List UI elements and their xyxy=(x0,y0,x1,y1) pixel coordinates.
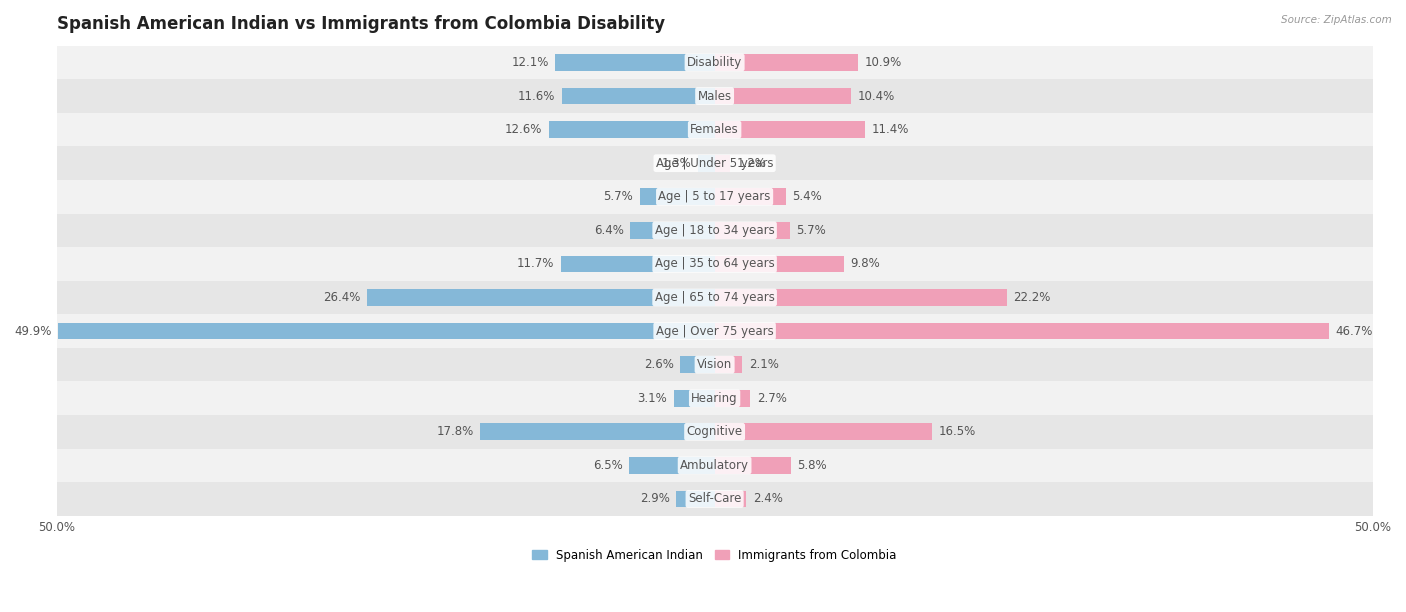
Bar xyxy=(56,281,1372,315)
Text: Age | 18 to 34 years: Age | 18 to 34 years xyxy=(655,224,775,237)
Text: Self-Care: Self-Care xyxy=(688,493,741,506)
Text: 5.8%: 5.8% xyxy=(797,459,827,472)
Text: 26.4%: 26.4% xyxy=(323,291,361,304)
Text: 46.7%: 46.7% xyxy=(1336,324,1374,338)
Text: 5.4%: 5.4% xyxy=(792,190,823,203)
Text: 2.4%: 2.4% xyxy=(752,493,783,506)
Bar xyxy=(676,491,714,507)
Bar xyxy=(628,457,714,474)
Bar xyxy=(673,390,714,406)
Bar xyxy=(367,289,714,306)
Bar xyxy=(56,482,1372,516)
Bar xyxy=(56,214,1372,247)
Bar xyxy=(714,88,852,105)
Bar xyxy=(714,323,1329,340)
Bar xyxy=(56,381,1372,415)
Text: 1.2%: 1.2% xyxy=(737,157,766,170)
Text: 12.6%: 12.6% xyxy=(505,123,543,136)
Bar xyxy=(714,54,858,71)
Bar xyxy=(714,256,844,272)
Text: Cognitive: Cognitive xyxy=(686,425,742,438)
Text: Age | 35 to 64 years: Age | 35 to 64 years xyxy=(655,258,775,271)
Bar xyxy=(555,54,714,71)
Text: 10.4%: 10.4% xyxy=(858,89,896,103)
Bar xyxy=(714,222,790,239)
Text: Spanish American Indian vs Immigrants from Colombia Disability: Spanish American Indian vs Immigrants fr… xyxy=(56,15,665,33)
Text: 6.4%: 6.4% xyxy=(593,224,624,237)
Bar xyxy=(561,256,714,272)
Legend: Spanish American Indian, Immigrants from Colombia: Spanish American Indian, Immigrants from… xyxy=(527,544,901,566)
Bar xyxy=(714,121,865,138)
Text: Age | Under 5 years: Age | Under 5 years xyxy=(655,157,773,170)
Text: 11.6%: 11.6% xyxy=(517,89,555,103)
Bar xyxy=(714,424,932,440)
Text: 2.1%: 2.1% xyxy=(749,358,779,371)
Bar xyxy=(714,289,1007,306)
Text: 1.3%: 1.3% xyxy=(661,157,690,170)
Bar xyxy=(56,180,1372,214)
Bar xyxy=(714,390,751,406)
Bar xyxy=(56,247,1372,281)
Text: 22.2%: 22.2% xyxy=(1014,291,1050,304)
Bar xyxy=(481,424,714,440)
Bar xyxy=(548,121,714,138)
Bar xyxy=(714,457,792,474)
Text: Age | Over 75 years: Age | Over 75 years xyxy=(655,324,773,338)
Bar xyxy=(56,79,1372,113)
Bar xyxy=(56,449,1372,482)
Bar xyxy=(56,315,1372,348)
Bar xyxy=(714,188,786,205)
Bar xyxy=(56,113,1372,146)
Text: Age | 65 to 74 years: Age | 65 to 74 years xyxy=(655,291,775,304)
Bar xyxy=(697,155,714,171)
Text: 5.7%: 5.7% xyxy=(603,190,633,203)
Text: Females: Females xyxy=(690,123,740,136)
Bar xyxy=(562,88,714,105)
Text: 16.5%: 16.5% xyxy=(938,425,976,438)
Text: 2.6%: 2.6% xyxy=(644,358,673,371)
Text: 11.7%: 11.7% xyxy=(517,258,554,271)
Text: Age | 5 to 17 years: Age | 5 to 17 years xyxy=(658,190,770,203)
Text: Males: Males xyxy=(697,89,731,103)
Text: 2.9%: 2.9% xyxy=(640,493,669,506)
Text: Source: ZipAtlas.com: Source: ZipAtlas.com xyxy=(1281,15,1392,25)
Bar xyxy=(56,348,1372,381)
Text: 17.8%: 17.8% xyxy=(437,425,474,438)
Text: Ambulatory: Ambulatory xyxy=(681,459,749,472)
Text: 12.1%: 12.1% xyxy=(512,56,548,69)
Text: 11.4%: 11.4% xyxy=(872,123,908,136)
Bar xyxy=(681,356,714,373)
Bar xyxy=(640,188,714,205)
Text: 9.8%: 9.8% xyxy=(851,258,880,271)
Text: 10.9%: 10.9% xyxy=(865,56,901,69)
Text: Disability: Disability xyxy=(688,56,742,69)
Bar xyxy=(630,222,714,239)
Bar xyxy=(56,146,1372,180)
Text: Vision: Vision xyxy=(697,358,733,371)
Text: 6.5%: 6.5% xyxy=(593,459,623,472)
Bar xyxy=(714,155,730,171)
Bar xyxy=(56,415,1372,449)
Text: Hearing: Hearing xyxy=(692,392,738,405)
Text: 49.9%: 49.9% xyxy=(14,324,52,338)
Bar xyxy=(56,46,1372,79)
Text: 2.7%: 2.7% xyxy=(756,392,786,405)
Bar xyxy=(714,356,742,373)
Bar xyxy=(58,323,714,340)
Text: 3.1%: 3.1% xyxy=(637,392,668,405)
Text: 5.7%: 5.7% xyxy=(796,224,825,237)
Bar xyxy=(714,491,747,507)
